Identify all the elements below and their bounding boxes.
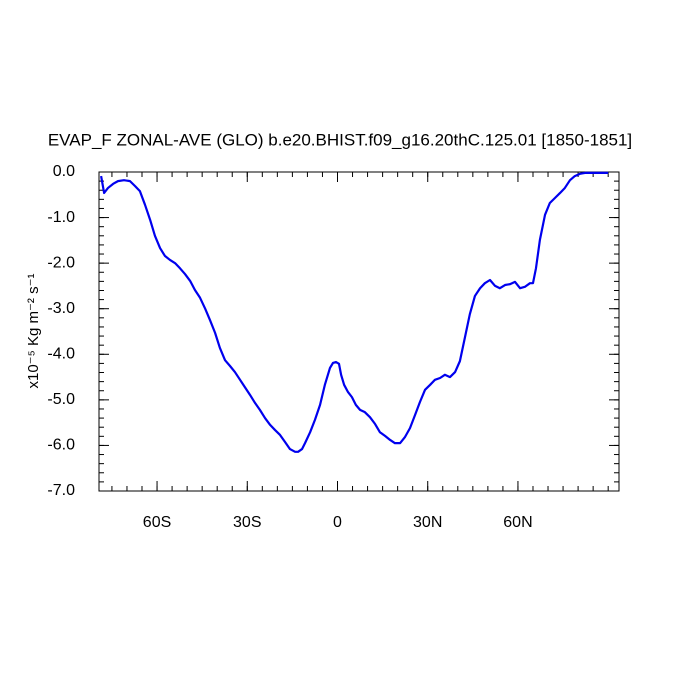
- plot-frame: [98, 171, 620, 492]
- chart-title: EVAP_F ZONAL-AVE (GLO) b.e20.BHIST.f09_g…: [48, 130, 632, 149]
- x-tick-label: 30N: [413, 514, 442, 531]
- y-tick-label: -5.0: [47, 391, 75, 408]
- y-tick-label: -4.0: [47, 346, 75, 363]
- y-tick-label: -1.0: [47, 209, 75, 226]
- x-tick-label: 0: [333, 514, 342, 531]
- y-tick-label: -2.0: [47, 254, 75, 271]
- y-tick-label: -3.0: [47, 300, 75, 317]
- x-tick-label: 60S: [143, 514, 171, 531]
- data-line: [100, 171, 609, 453]
- y-axis-label: x10⁻⁵ Kg m⁻² s⁻¹: [25, 274, 42, 389]
- x-tick-label: 30S: [233, 514, 261, 531]
- y-tick-label: -7.0: [47, 482, 75, 499]
- y-tick-label: -6.0: [47, 437, 75, 454]
- x-tick-label: 60N: [503, 514, 532, 531]
- y-tick-label: 0.0: [53, 163, 75, 180]
